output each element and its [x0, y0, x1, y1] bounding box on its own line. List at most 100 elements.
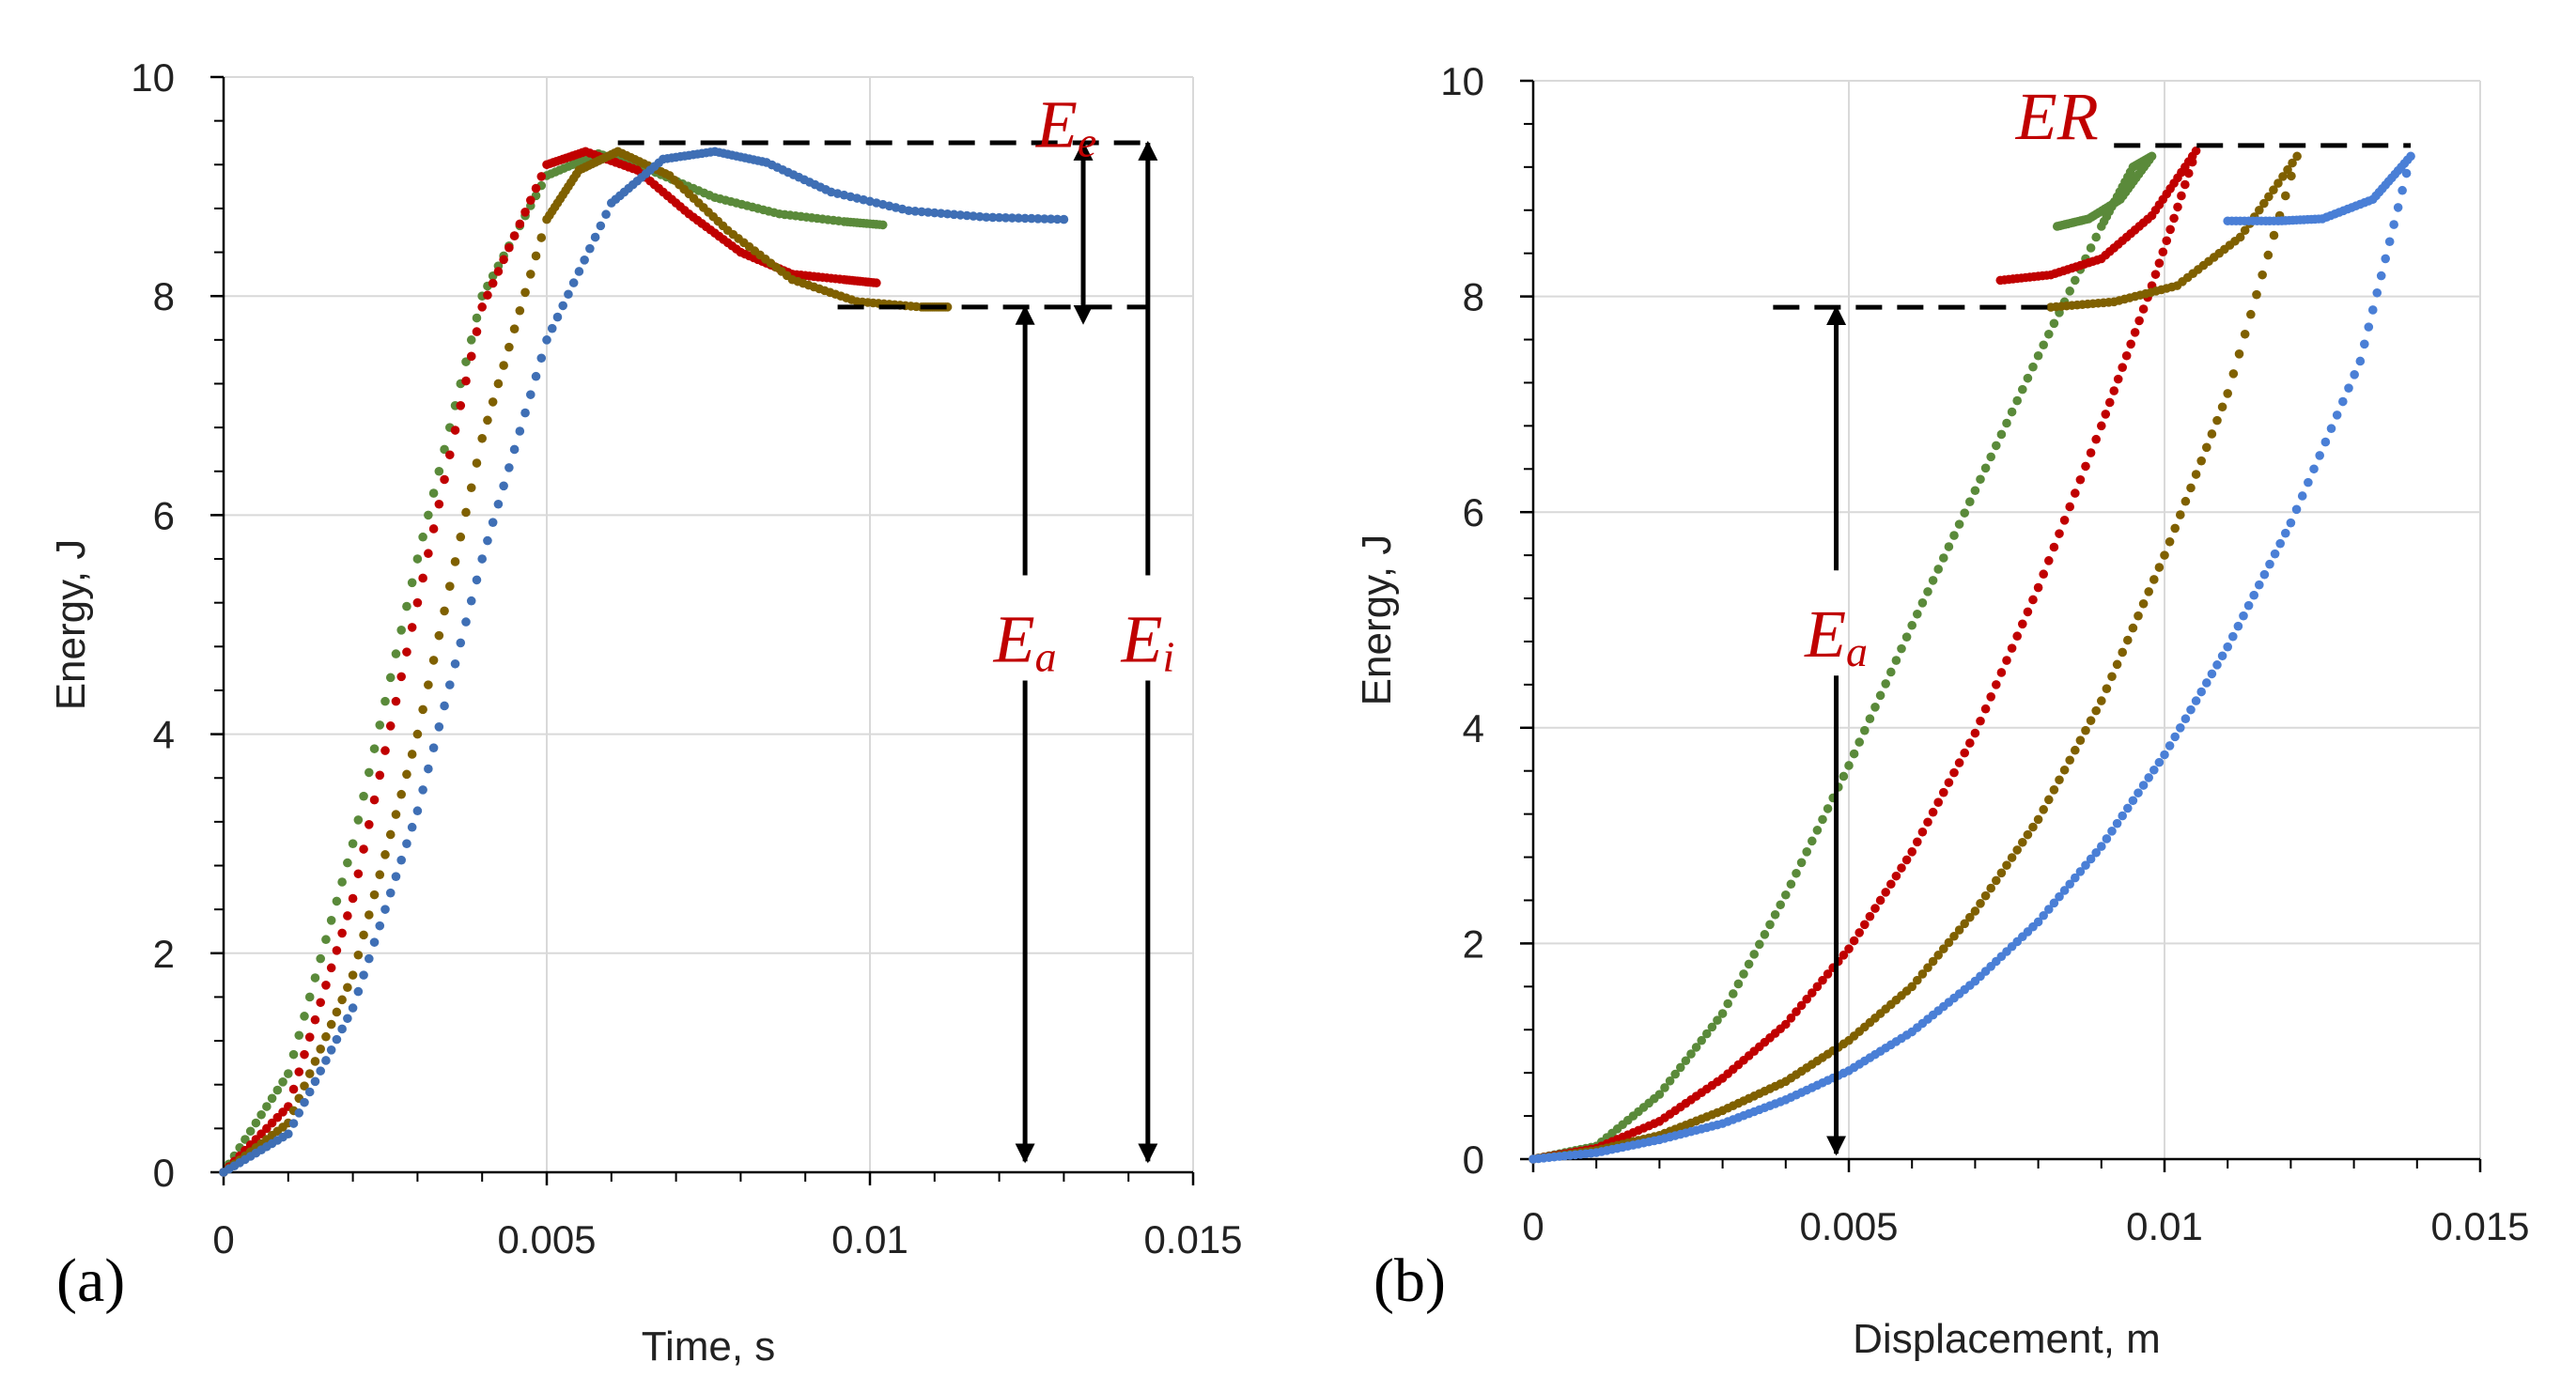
- data-point: [2158, 247, 2168, 257]
- data-point: [917, 207, 926, 217]
- data-point: [380, 696, 390, 706]
- y-tick-label: 6: [153, 493, 175, 537]
- data-point: [536, 353, 547, 364]
- data-point: [412, 597, 423, 608]
- data-point: [2059, 516, 2070, 525]
- data-point: [2332, 410, 2342, 420]
- data-point: [2149, 575, 2159, 584]
- data-point: [1723, 998, 1732, 1009]
- data-point: [1739, 969, 1748, 979]
- data-point: [310, 1014, 320, 1025]
- x-tick-label: 0.015: [1143, 1217, 1242, 1261]
- data-point: [424, 764, 433, 774]
- data-point: [396, 855, 407, 865]
- data-point: [1046, 214, 1056, 224]
- data-point: [343, 858, 352, 868]
- data-point: [245, 1126, 256, 1137]
- data-point: [332, 896, 342, 906]
- data-point: [2028, 362, 2038, 372]
- data-point: [456, 638, 466, 648]
- data-point: [1865, 911, 1875, 921]
- data-point: [1949, 931, 1959, 941]
- data-point: [412, 554, 423, 564]
- data-point: [2252, 289, 2261, 300]
- data-point: [343, 983, 352, 993]
- data-point: [337, 928, 347, 938]
- data-point: [472, 458, 482, 468]
- data-point: [2281, 191, 2290, 201]
- data-point: [348, 839, 358, 848]
- data-point: [1917, 969, 1928, 979]
- data-point: [2028, 595, 2038, 605]
- data-point: [1986, 883, 1995, 893]
- data-point: [256, 1109, 266, 1120]
- data-point: [2265, 559, 2274, 569]
- data-point: [1923, 963, 1932, 973]
- data-point: [962, 210, 971, 221]
- series-green: [219, 148, 888, 1177]
- annotation-label: ER: [2015, 79, 2099, 154]
- data-point: [2291, 504, 2302, 515]
- data-point: [601, 209, 611, 220]
- data-point: [499, 481, 508, 491]
- data-point: [300, 1097, 309, 1107]
- data-point: [509, 444, 520, 455]
- data-point: [515, 219, 525, 229]
- data-point: [2223, 642, 2232, 652]
- data-point: [526, 390, 535, 399]
- x-tick-label: 0: [1522, 1204, 1544, 1248]
- data-point: [1755, 939, 1764, 950]
- data-point: [1729, 989, 1738, 998]
- data-point: [1865, 714, 1875, 724]
- data-point: [1933, 797, 1943, 808]
- data-point: [304, 1032, 315, 1042]
- data-point: [2118, 647, 2127, 658]
- data-point: [1980, 890, 1991, 901]
- data-point: [418, 573, 427, 583]
- data-point: [428, 524, 439, 534]
- data-point: [402, 839, 411, 848]
- data-point: [1965, 497, 1975, 506]
- data-point: [1870, 702, 1880, 712]
- data-point: [547, 323, 557, 333]
- data-point: [2259, 569, 2270, 580]
- data-point: [2138, 304, 2149, 314]
- data-point: [2002, 656, 2011, 665]
- data-point: [1907, 982, 1916, 992]
- data-point: [2315, 451, 2324, 460]
- data-point: [2123, 635, 2133, 645]
- data-point: [2160, 750, 2169, 760]
- data-point: [402, 769, 411, 780]
- data-point: [910, 207, 920, 216]
- data-point: [2169, 213, 2179, 224]
- data-point: [969, 211, 978, 221]
- data-point: [375, 921, 385, 931]
- data-point: [332, 1034, 342, 1045]
- data-point: [2028, 822, 2038, 832]
- data-point: [1796, 858, 1807, 868]
- data-point: [2202, 442, 2211, 453]
- data-point: [461, 507, 471, 518]
- data-point: [412, 729, 423, 739]
- data-point: [1823, 969, 1833, 979]
- data-point: [1992, 680, 2001, 689]
- data-point: [531, 371, 541, 381]
- annotation-label: Ee: [1035, 86, 1096, 165]
- data-point: [2118, 363, 2127, 372]
- data-point: [2138, 781, 2149, 790]
- data-point: [2097, 696, 2106, 705]
- data-point: [385, 673, 396, 683]
- data-point: [2091, 434, 2101, 444]
- data-point: [1676, 1062, 1685, 1073]
- data-point: [2196, 456, 2206, 466]
- data-point: [310, 1057, 320, 1066]
- data-point: [294, 1067, 304, 1076]
- data-point: [526, 195, 535, 205]
- data-point: [574, 267, 584, 276]
- y-tick-label: 6: [1463, 490, 1484, 534]
- data-point: [2304, 477, 2313, 488]
- data-point: [466, 351, 476, 362]
- data-point: [2154, 757, 2165, 767]
- data-point: [369, 890, 380, 900]
- data-point: [321, 935, 331, 945]
